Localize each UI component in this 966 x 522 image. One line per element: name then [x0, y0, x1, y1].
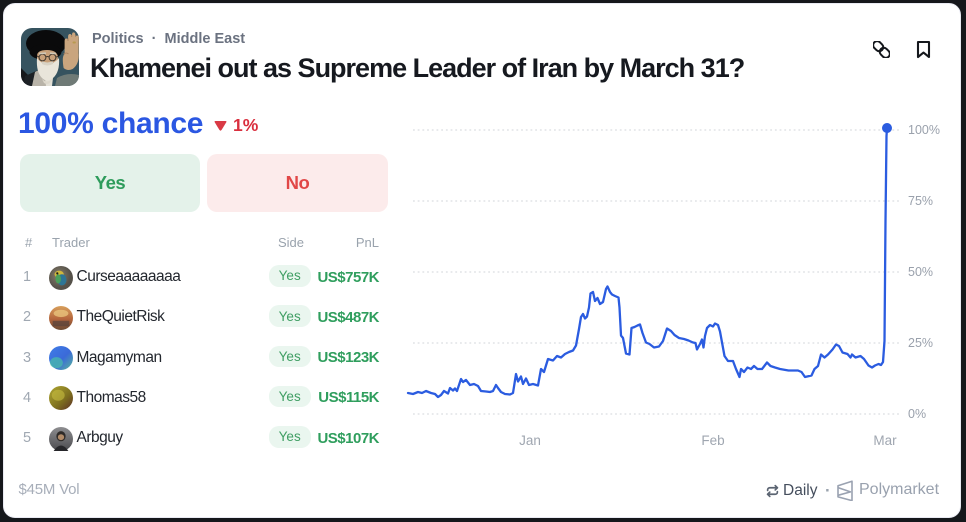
svg-text:0%: 0%: [908, 407, 926, 421]
svg-text:Jan: Jan: [519, 433, 541, 448]
svg-text:50%: 50%: [908, 265, 933, 279]
svg-text:100%: 100%: [908, 123, 940, 137]
svg-text:Feb: Feb: [701, 433, 724, 448]
svg-text:75%: 75%: [908, 194, 933, 208]
svg-text:Mar: Mar: [873, 433, 897, 448]
svg-text:25%: 25%: [908, 336, 933, 350]
